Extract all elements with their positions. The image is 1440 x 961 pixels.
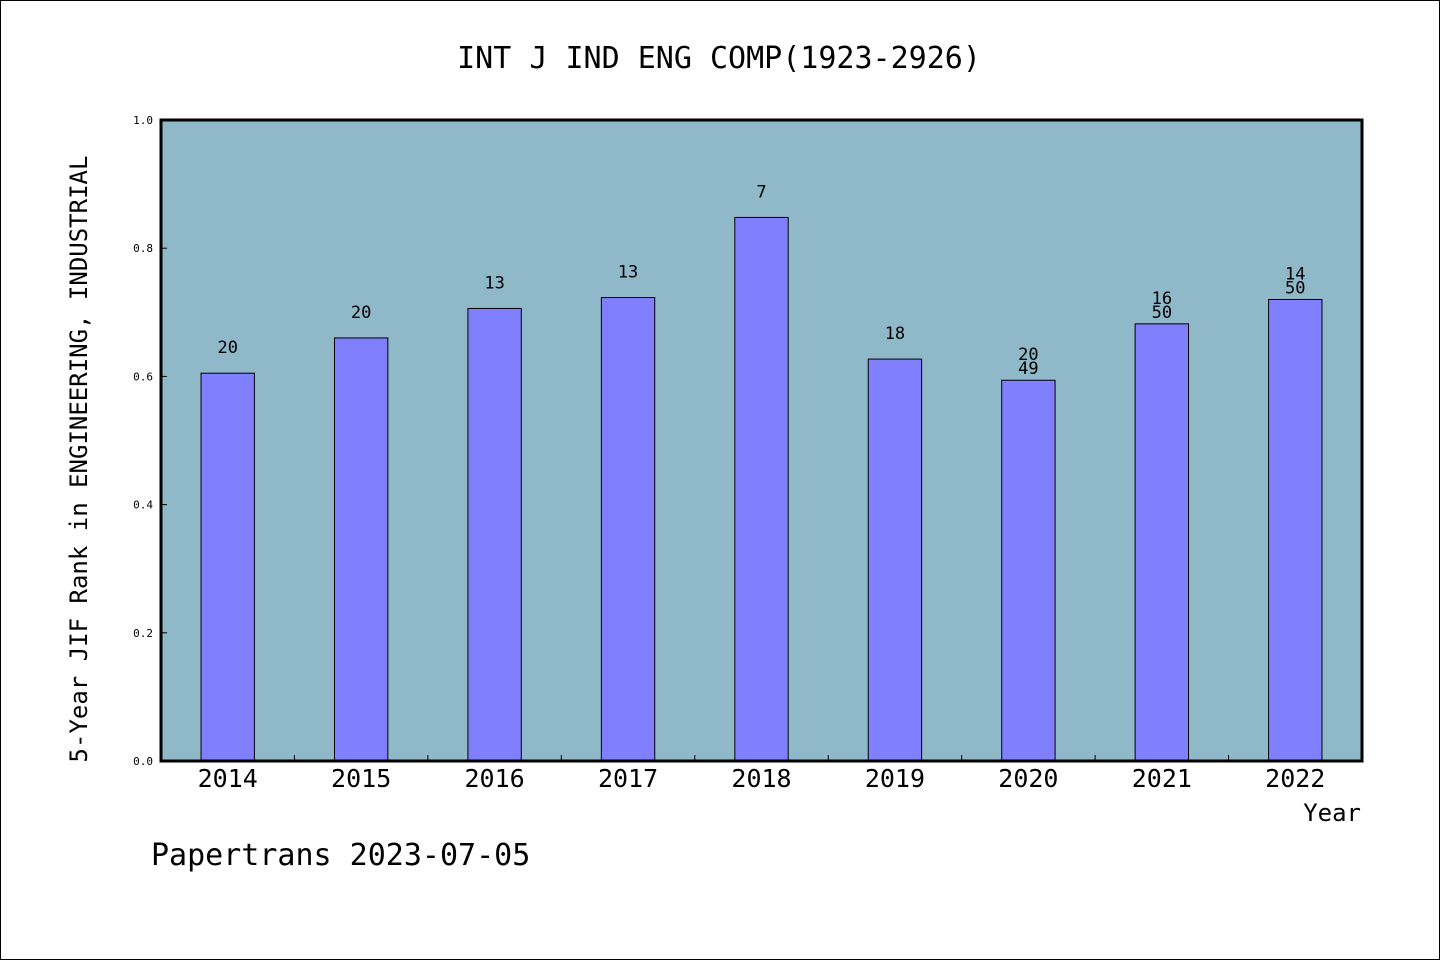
x-tick-label-2015: 2015 — [331, 764, 391, 793]
x-tick-label-2016: 2016 — [465, 764, 525, 793]
bar-2017 — [600, 297, 656, 762]
x-axis: 2014 2015 2016 2017 2018 2019 2020 2021 2022 — [198, 755, 1325, 793]
bar-label-2018: 7 — [756, 182, 766, 202]
x-axis-label: Year — [1303, 799, 1361, 827]
bar-2018 — [734, 216, 789, 762]
bar-2022 — [1268, 298, 1323, 762]
y-tick-label: 0.8 — [133, 242, 153, 255]
y-axis-label: 5-Year JIF Rank in ENGINEERING, INDUSTRI… — [65, 156, 93, 763]
y-tick-label: 0.6 — [133, 370, 153, 383]
bar-label-2022-line-1: 14 — [1285, 264, 1305, 284]
bar-label-2020-line-1: 20 — [1018, 345, 1038, 365]
y-tick-label: 0.4 — [133, 499, 153, 512]
bar-label-2015: 20 — [351, 303, 371, 323]
bar-label-2014: 20 — [217, 338, 237, 358]
bar-label-2017: 13 — [618, 263, 638, 283]
bar-2015 — [333, 337, 389, 762]
x-tick-label-2017: 2017 — [598, 764, 658, 793]
y-tick-label: 0.2 — [133, 627, 153, 640]
bar-2020 — [1001, 379, 1056, 762]
bar-label-2021-line-2: 50 — [1152, 303, 1172, 323]
chart-title: INT J IND ENG COMP(1923-2926) — [457, 41, 981, 76]
bar-2014 — [200, 372, 255, 762]
y-tick-label: 0.0 — [133, 755, 153, 768]
bars-layer — [200, 216, 1323, 762]
x-tick-label-2021: 2021 — [1132, 764, 1192, 793]
x-tick-label-2014: 2014 — [198, 764, 258, 793]
bar-label-2016: 13 — [484, 273, 504, 293]
x-tick-label-2022: 2022 — [1265, 764, 1325, 793]
plot-border — [159, 118, 1364, 763]
x-tick-label-2019: 2019 — [865, 764, 925, 793]
bar-label-2019: 18 — [885, 324, 905, 344]
bar-2016 — [467, 307, 522, 762]
y-tick-label: 1.0 — [133, 114, 153, 127]
x-tick-label-2018: 2018 — [731, 764, 791, 793]
x-tick-label-2020: 2020 — [998, 764, 1058, 793]
bar-2019 — [867, 358, 923, 762]
bar-label-2022-line-2: 50 — [1285, 278, 1305, 298]
bar-label-2020-line-2: 49 — [1018, 359, 1038, 379]
watermark-text: Papertrans 2023-07-05 — [151, 838, 530, 873]
bar-label-2021-line-1: 16 — [1152, 289, 1172, 309]
bar-2021 — [1134, 323, 1190, 762]
